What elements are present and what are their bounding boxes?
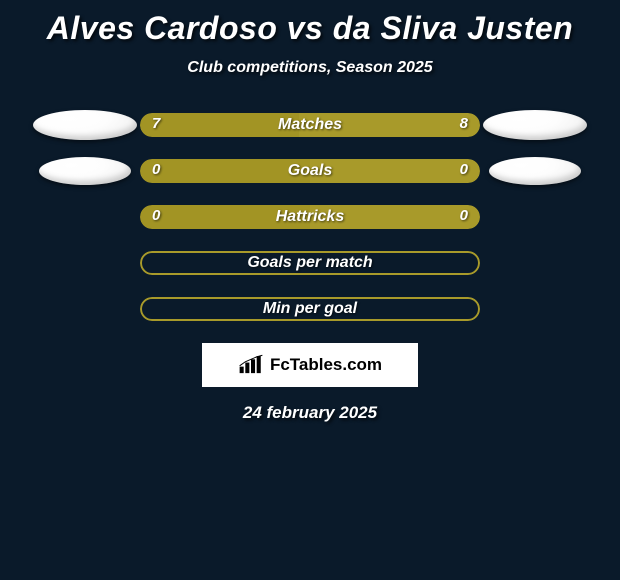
stat-label: Goals per match xyxy=(247,254,372,272)
stat-bar: Min per goal xyxy=(140,297,480,321)
stat-bar: 0 0 Goals xyxy=(140,159,480,183)
logo-wrap: FcTables.com xyxy=(0,343,620,387)
stat-row: Goals per match xyxy=(0,251,620,275)
stat-row: 0 0 Hattricks xyxy=(0,205,620,229)
logo-text-rest: Tables.com xyxy=(290,355,382,374)
stat-value-right: 8 xyxy=(460,115,468,132)
ellipse-icon xyxy=(483,110,587,140)
stat-value-left: 7 xyxy=(152,115,160,132)
stat-label: Matches xyxy=(278,116,342,134)
player-bubble-right xyxy=(480,110,590,140)
stat-bar: 7 8 Matches xyxy=(140,113,480,137)
stat-row: Min per goal xyxy=(0,297,620,321)
stat-label: Goals xyxy=(288,162,332,180)
stat-row: 7 8 Matches xyxy=(0,113,620,137)
ellipse-icon xyxy=(489,157,581,185)
player-bubble-left xyxy=(30,110,140,140)
stat-bar: Goals per match xyxy=(140,251,480,275)
logo-text-fc: Fc xyxy=(270,355,290,374)
stat-label: Hattricks xyxy=(276,208,344,226)
stat-row: 0 0 Goals xyxy=(0,159,620,183)
chart-icon xyxy=(238,354,264,376)
page-title: Alves Cardoso vs da Sliva Justen xyxy=(0,0,620,47)
stat-value-left: 0 xyxy=(152,207,160,224)
stat-value-left: 0 xyxy=(152,161,160,178)
ellipse-icon xyxy=(39,157,131,185)
date-label: 24 february 2025 xyxy=(0,403,620,423)
page-subtitle: Club competitions, Season 2025 xyxy=(0,59,620,77)
stat-value-right: 0 xyxy=(460,161,468,178)
stats-container: 7 8 Matches 0 0 Goals 0 0 Hattricks Goals per mat… xyxy=(0,113,620,321)
fctables-logo: FcTables.com xyxy=(202,343,418,387)
stat-label: Min per goal xyxy=(263,300,357,318)
ellipse-icon xyxy=(33,110,137,140)
stat-bar: 0 0 Hattricks xyxy=(140,205,480,229)
stat-value-right: 0 xyxy=(460,207,468,224)
player-bubble-right xyxy=(480,157,590,185)
player-bubble-left xyxy=(30,157,140,185)
